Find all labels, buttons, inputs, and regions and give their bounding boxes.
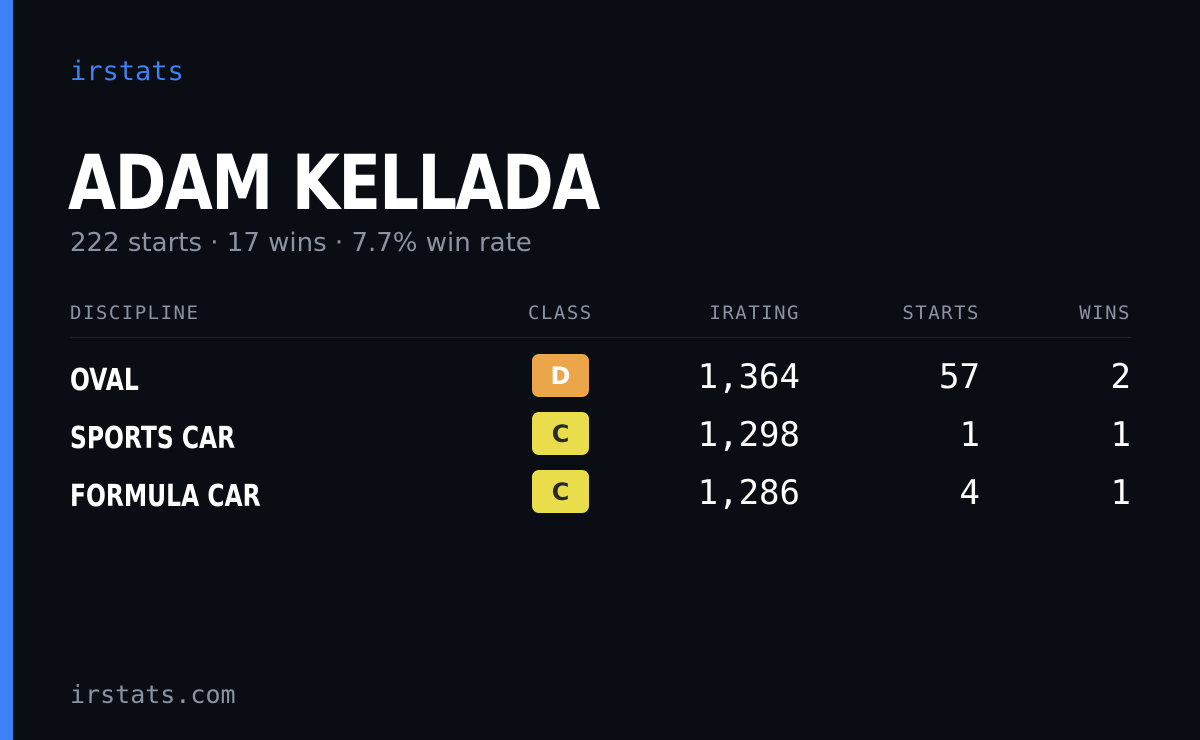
- class-badge: D: [532, 354, 589, 397]
- driver-summary: 222 starts · 17 wins · 7.7% win rate: [70, 228, 532, 258]
- header-starts: STARTS: [902, 302, 980, 324]
- table-row: SPORTS CAR C 1,298 1 1: [70, 411, 1131, 469]
- starts-value: 4: [959, 473, 980, 513]
- header-discipline: DISCIPLINE: [70, 302, 200, 324]
- wins-value: 1: [1110, 415, 1131, 455]
- accent-bar: [0, 0, 13, 740]
- table-body: OVAL D 1,364 57 2 SPORTS CAR C 1,298 1 1…: [70, 338, 1131, 527]
- irating-value: 1,286: [697, 473, 800, 513]
- wins-value: 1: [1110, 473, 1131, 513]
- brand-label: irstats: [70, 56, 184, 87]
- class-badge: C: [532, 470, 589, 513]
- header-irating: IRATING: [709, 302, 800, 324]
- table-header: DISCIPLINE CLASS IRATING STARTS WINS: [70, 298, 1131, 338]
- site-url[interactable]: irstats.com: [70, 680, 236, 709]
- discipline-name: OVAL: [70, 363, 139, 398]
- table-row: FORMULA CAR C 1,286 4 1: [70, 469, 1131, 527]
- discipline-name: SPORTS CAR: [70, 421, 236, 456]
- driver-name: ADAM KELLADA: [68, 138, 600, 227]
- irating-value: 1,298: [697, 415, 800, 455]
- starts-value: 57: [939, 357, 980, 397]
- header-wins: WINS: [1079, 302, 1131, 324]
- header-class: CLASS: [528, 302, 593, 324]
- discipline-name: FORMULA CAR: [70, 479, 261, 514]
- stats-table: DISCIPLINE CLASS IRATING STARTS WINS OVA…: [70, 298, 1131, 527]
- wins-value: 2: [1110, 357, 1131, 397]
- class-badge: C: [532, 412, 589, 455]
- irating-value: 1,364: [697, 357, 800, 397]
- starts-value: 1: [959, 415, 980, 455]
- table-row: OVAL D 1,364 57 2: [70, 353, 1131, 411]
